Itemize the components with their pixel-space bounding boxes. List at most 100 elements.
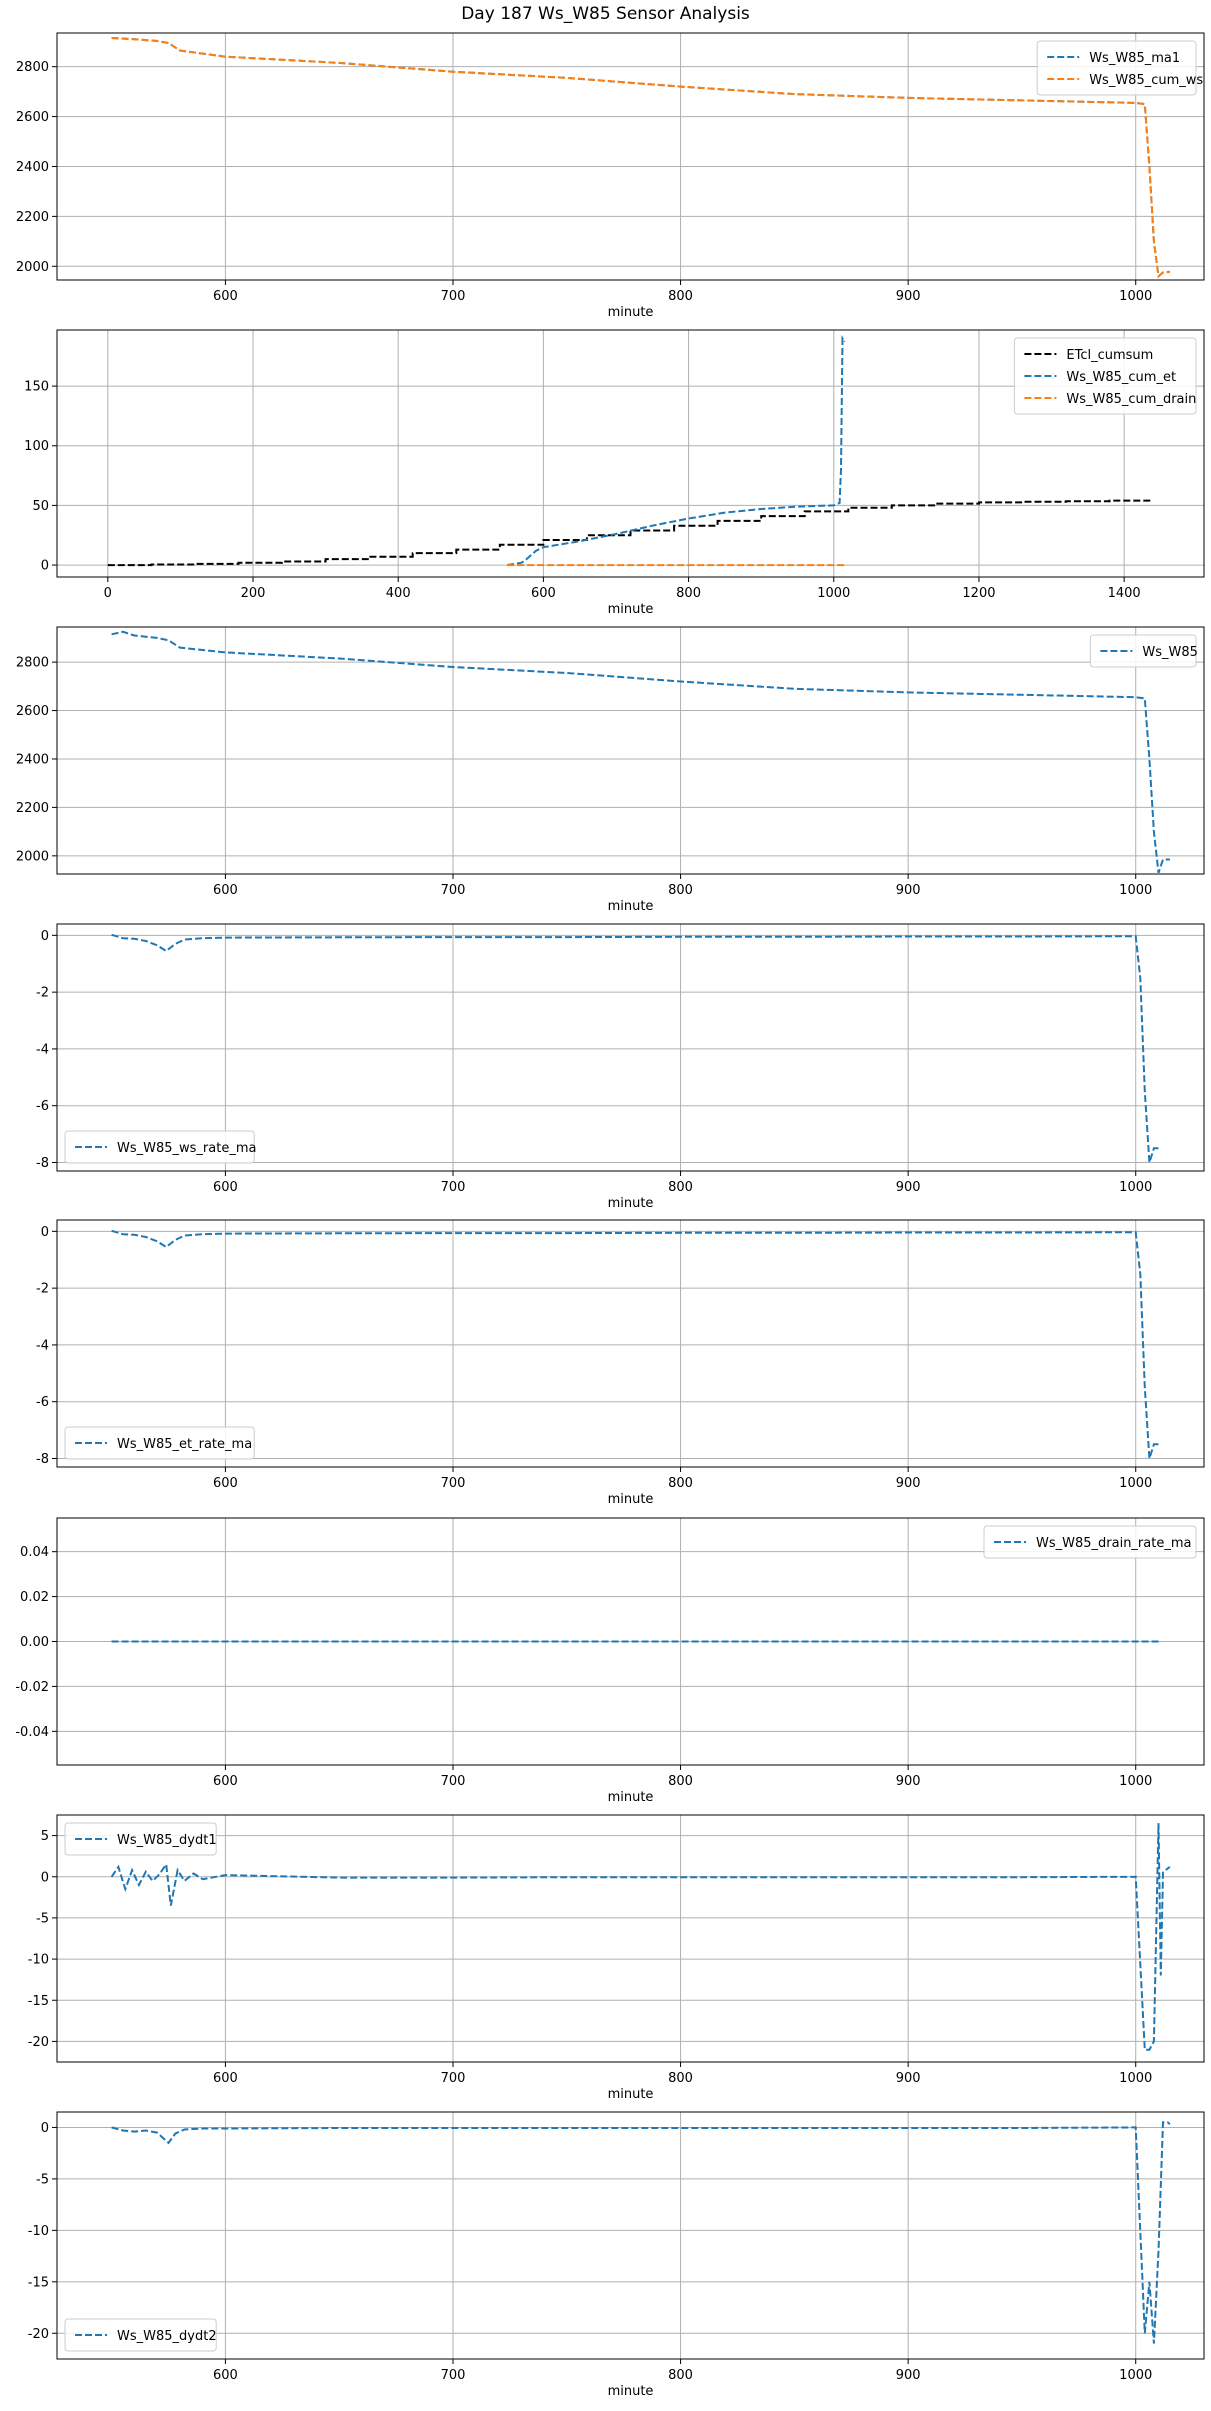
subplot-8: 600 700 800 900 1000 -20 -15 -10 -5 0 minute Ws_W85… (28, 2111, 1205, 2399)
x-tick-label: 700 (441, 1476, 466, 1491)
series-line-ws-w85-dydt1 (110, 1823, 1171, 2051)
x-tick-label: 800 (668, 1180, 693, 1195)
x-tick-label: 800 (668, 1476, 693, 1491)
y-tick-label: -6 (36, 1395, 49, 1410)
legend: Ws_W85_et_rate_ma (64, 1426, 255, 1460)
x-tick-label: 600 (213, 289, 238, 304)
y-tick-label: 2400 (16, 752, 49, 767)
legend-box (983, 1525, 1197, 1559)
legend-box (64, 2318, 217, 2352)
y-tick-label: 2000 (16, 260, 49, 275)
y-tick-label: 5 (41, 1829, 49, 1844)
y-tick-label: -5 (36, 2172, 49, 2187)
legend-entry: Ws_W85_ma1 (1089, 51, 1180, 66)
y-tick-label: -2 (36, 1282, 49, 1297)
series-line-ws-w85-ma1 (111, 37, 1171, 279)
subplot-4: 600 700 800 900 1000 -8 -6 -4 -2 0 minute Ws_W85_ws… (36, 923, 1205, 1211)
legend-entry: Ws_W85_et_rate_ma (117, 1437, 252, 1452)
legend-box (1036, 40, 1197, 96)
legend: Ws_W85_dydt2 (64, 2318, 217, 2352)
x-tick-label: 700 (441, 1774, 466, 1789)
x-tick-label: 600 (213, 2071, 238, 2086)
x-tick-label: 600 (213, 2368, 238, 2383)
axes-frame (56, 329, 1205, 578)
y-tick-label: -20 (28, 2327, 49, 2342)
axes-frame (56, 1219, 1205, 1468)
x-tick-label: 600 (213, 1476, 238, 1491)
y-tick-label: -8 (36, 1156, 49, 1171)
axes-frame (56, 626, 1205, 875)
x-tick-label: 800 (668, 2368, 693, 2383)
legend-box (64, 1426, 255, 1460)
legend-entry: Ws_W85_cum_et (1066, 370, 1176, 385)
x-tick-label: 900 (896, 289, 921, 304)
y-tick-label: -15 (28, 2275, 49, 2290)
legend: Ws_W85_dydt1 (64, 1822, 217, 1856)
y-tick-label: 0 (41, 2121, 49, 2136)
series-line-ws-w85-cum-et (506, 334, 846, 567)
y-tick-label: -4 (36, 1042, 49, 1057)
series-line-ws-w85 (111, 630, 1170, 874)
y-tick-label: -5 (36, 1911, 49, 1926)
x-tick-label: 700 (441, 289, 466, 304)
legend: Ws_W85_ws_rate_ma (64, 1130, 256, 1164)
legend-entry: Ws_W85_dydt2 (117, 2329, 217, 2344)
x-axis-label: minute (608, 899, 654, 914)
y-tick-label: -10 (28, 1953, 49, 1968)
y-tick-label: 0 (41, 1870, 49, 1885)
y-tick-label: -0.02 (15, 1680, 49, 1695)
y-tick-label: 2800 (16, 60, 49, 75)
legend-entry: ETcl_cumsum (1066, 348, 1153, 363)
axes-frame (56, 1814, 1205, 2063)
y-tick-label: 0.00 (20, 1635, 49, 1650)
x-axis-label: minute (608, 1492, 654, 1507)
y-tick-label: 150 (24, 380, 49, 395)
legend: ETcl_cumsum Ws_W85_cum_et Ws_W85_cum_drain (1013, 337, 1197, 415)
x-tick-label: 800 (668, 883, 693, 898)
x-tick-label: 700 (441, 1180, 466, 1195)
axes-frame (56, 32, 1205, 281)
x-tick-label: 600 (213, 1774, 238, 1789)
y-tick-label: 50 (32, 499, 49, 514)
series-line-ws-w85-ws-rate-ma (111, 933, 1159, 1163)
y-tick-label: 0.04 (20, 1545, 49, 1560)
legend-entry: Ws_W85_dydt1 (117, 1833, 217, 1848)
x-tick-label: 800 (668, 289, 693, 304)
x-axis-label: minute (608, 1196, 654, 1211)
y-tick-label: 2400 (16, 160, 49, 175)
y-tick-label: 2600 (16, 110, 49, 125)
axes-frame (56, 1517, 1205, 1766)
legend-entry: Ws_W85 (1142, 645, 1198, 660)
x-axis-label: minute (608, 305, 654, 320)
y-tick-label: -15 (28, 1994, 49, 2009)
x-tick-label: 1000 (1119, 1774, 1152, 1789)
x-tick-label: 400 (386, 586, 411, 601)
x-tick-label: 700 (441, 2071, 466, 2086)
y-tick-label: -2 (36, 986, 49, 1001)
y-tick-label: -20 (28, 2035, 49, 2050)
series-line-ws-w85-cum-ws (111, 37, 1171, 279)
y-tick-label: -8 (36, 1452, 49, 1467)
y-tick-label: 2200 (16, 801, 49, 816)
legend-entry: Ws_W85_cum_ws (1089, 73, 1203, 88)
y-tick-label: 100 (24, 439, 49, 454)
x-axis-label: minute (608, 1790, 654, 1805)
x-tick-label: 200 (241, 586, 266, 601)
series-line-ws-w85-dydt2 (111, 2121, 1171, 2344)
x-tick-label: 600 (531, 586, 556, 601)
subplot-7: 600 700 800 900 1000 -20 -15 -10 -5 0 5 minute Ws_W8… (28, 1814, 1205, 2102)
y-tick-label: 0 (41, 1225, 49, 1240)
legend-box (64, 1822, 217, 1856)
x-tick-label: 1000 (1119, 883, 1152, 898)
x-tick-label: 600 (213, 1180, 238, 1195)
x-tick-label: 1000 (1119, 1476, 1152, 1491)
subplot-6: 600 700 800 900 1000 -0.04 -0.02 0.00 0.02 0.04 mi… (15, 1517, 1205, 1805)
subplot-1: 600 700 800 900 1000 2000 2200 2400 2600 2800 minu… (16, 32, 1205, 320)
x-tick-label: 600 (213, 883, 238, 898)
x-tick-label: 800 (668, 2071, 693, 2086)
x-tick-label: 800 (668, 1774, 693, 1789)
x-tick-label: 1000 (1119, 2368, 1152, 2383)
y-tick-label: 0 (41, 559, 49, 574)
